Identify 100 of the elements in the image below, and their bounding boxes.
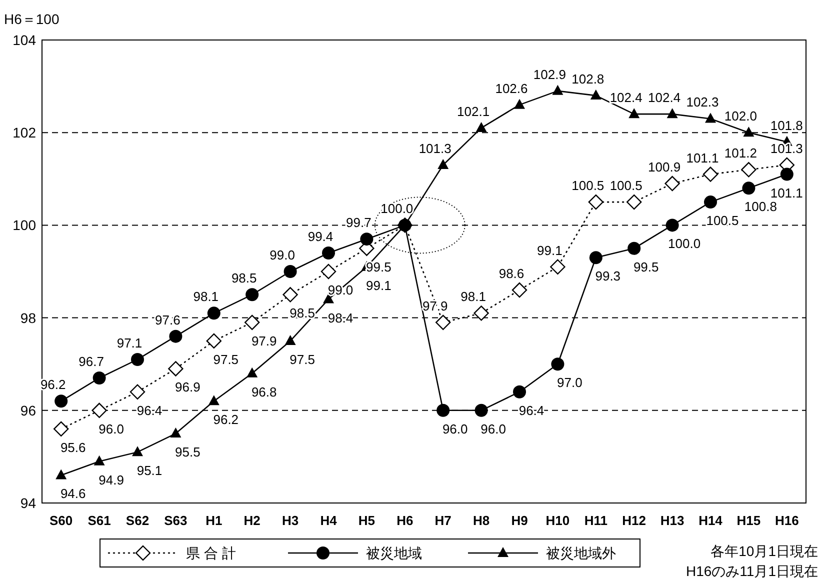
- x-tick-label: H13: [660, 513, 684, 528]
- data-label: 99.7: [346, 215, 372, 230]
- point: [436, 404, 450, 417]
- point: [246, 288, 259, 302]
- data-label: 98.4: [328, 310, 354, 326]
- x-tick-label: S63: [164, 513, 188, 528]
- point: [130, 384, 146, 400]
- point: [246, 367, 258, 378]
- data-label: 97.1: [116, 335, 142, 350]
- data-label: 98.1: [193, 289, 219, 304]
- point: [476, 122, 487, 132]
- point: [702, 166, 718, 182]
- data-label: 100.5: [706, 213, 739, 228]
- legend-label: 県 合 計: [186, 545, 236, 561]
- data-label: 102.1: [457, 104, 490, 119]
- data-label: 97.9: [251, 333, 277, 348]
- x-tick-label: H11: [584, 513, 608, 528]
- point: [438, 159, 449, 170]
- x-tick-label: H1: [206, 513, 222, 528]
- data-label: 94.9: [98, 472, 124, 488]
- data-label: 102.6: [495, 80, 528, 96]
- point: [282, 287, 298, 302]
- data-label: 97.5: [290, 352, 315, 367]
- point: [590, 90, 602, 100]
- point: [208, 395, 220, 406]
- data-label: 100.5: [572, 178, 604, 194]
- data-label: 99.5: [633, 259, 659, 274]
- y-axis-title: H6＝100: [4, 11, 60, 27]
- data-label: 97.0: [557, 375, 582, 390]
- point: [56, 469, 67, 480]
- y-tick-label: 104: [12, 32, 36, 48]
- x-tick-label: H4: [320, 513, 338, 528]
- data-label: 101.2: [724, 146, 757, 161]
- x-tick-label: H12: [622, 513, 646, 528]
- data-label: 95.5: [175, 444, 200, 460]
- point: [589, 251, 602, 264]
- x-tick-label: H8: [472, 513, 490, 528]
- x-tick-label: S61: [88, 513, 111, 528]
- point: [207, 306, 220, 320]
- data-label: 99.1: [366, 278, 392, 293]
- data-label: 96.0: [98, 421, 124, 436]
- point: [284, 265, 297, 278]
- point: [514, 98, 525, 109]
- point: [360, 232, 374, 246]
- legend-label: 被災地域外: [546, 545, 616, 561]
- data-label: 102.4: [648, 90, 681, 106]
- x-tick-label: S62: [126, 513, 150, 528]
- x-tick-label: H6: [396, 513, 414, 528]
- x-tick-label: H3: [282, 513, 299, 528]
- point: [742, 182, 756, 195]
- data-label: 100.0: [668, 236, 701, 252]
- data-label: 95.6: [60, 440, 86, 455]
- point: [322, 246, 335, 260]
- data-label: 100.5: [610, 178, 642, 194]
- text: H16のみ11月1日現在: [686, 563, 818, 579]
- point: [206, 333, 222, 349]
- point: [474, 404, 488, 417]
- point: [436, 314, 451, 330]
- data-label: 102.4: [610, 90, 642, 106]
- data-label: 98.1: [460, 289, 486, 304]
- x-tick-label: H14: [698, 513, 724, 528]
- data-label: 94.6: [60, 486, 86, 502]
- data-label: 101.1: [686, 150, 719, 166]
- data-label: 95.1: [136, 463, 162, 478]
- y-tick-label: 98: [20, 310, 36, 326]
- y-tick-label: 94: [20, 495, 36, 511]
- data-label: 96.0: [442, 421, 468, 436]
- data-label: 96.4: [136, 402, 162, 418]
- point: [512, 282, 528, 298]
- data-label: 101.8: [770, 118, 803, 133]
- data-label: 102.0: [724, 108, 757, 124]
- y-tick-label: 96: [20, 402, 36, 418]
- data-label: 101.3: [770, 141, 803, 156]
- point: [132, 446, 143, 456]
- data-label: 97.9: [422, 298, 448, 314]
- data-label: 102.9: [533, 66, 566, 82]
- y-tick-label: 100: [12, 217, 36, 234]
- point: [320, 264, 336, 280]
- data-label: 99.4: [308, 228, 334, 244]
- x-tick-label: H2: [244, 513, 260, 528]
- data-label: 99.3: [595, 268, 621, 284]
- point: [550, 259, 566, 274]
- data-label: 97.6: [155, 312, 180, 328]
- data-label: 100.9: [648, 160, 681, 175]
- data-label: 96.0: [480, 421, 506, 436]
- point: [92, 371, 106, 384]
- point: [244, 314, 260, 330]
- x-tick-label: H15: [736, 513, 761, 528]
- point: [92, 402, 107, 418]
- point: [168, 361, 184, 376]
- point: [54, 421, 69, 437]
- data-label: 96.7: [78, 354, 104, 369]
- data-label: 96.2: [213, 412, 239, 428]
- point: [628, 242, 641, 255]
- data-label: 102.3: [686, 94, 719, 110]
- point: [131, 352, 144, 366]
- legend-label: 被災地域: [366, 545, 422, 561]
- data-label: 99.0: [270, 248, 295, 262]
- point: [705, 112, 716, 123]
- point: [664, 176, 680, 192]
